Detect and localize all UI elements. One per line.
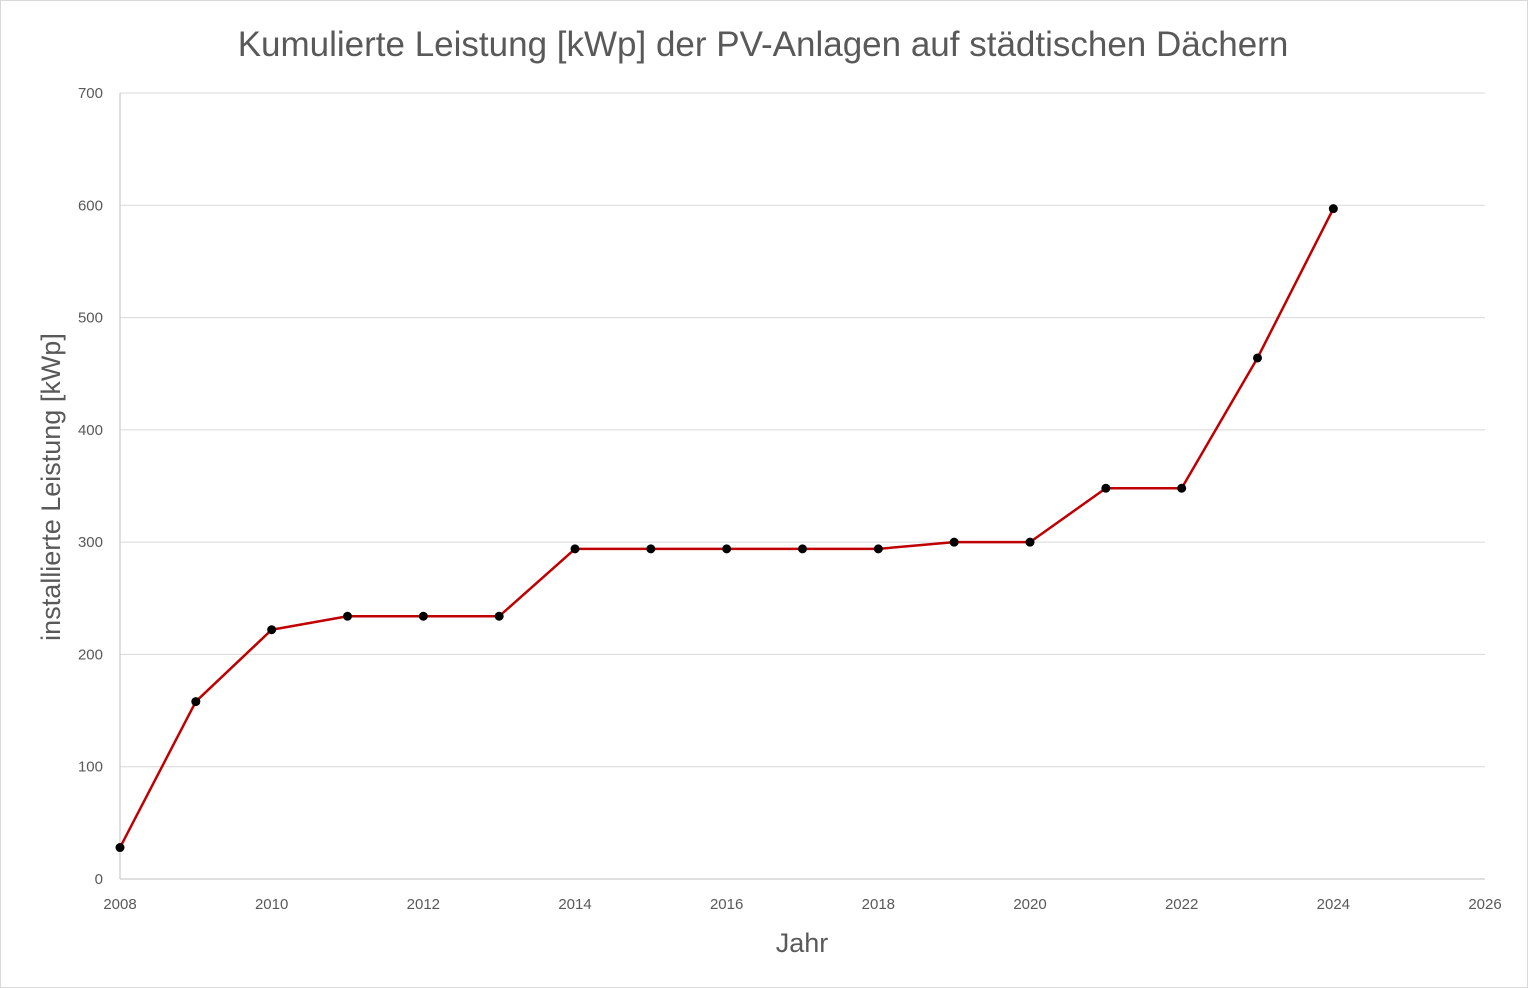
x-tick-label: 2022 bbox=[1165, 896, 1198, 913]
data-point bbox=[949, 537, 959, 547]
data-point bbox=[343, 611, 352, 621]
data-point bbox=[646, 544, 656, 554]
series bbox=[115, 204, 1338, 853]
data-point bbox=[191, 697, 201, 707]
y-tick-label: 100 bbox=[78, 759, 103, 776]
y-tick-label: 400 bbox=[78, 422, 103, 439]
data-point bbox=[1253, 353, 1262, 363]
chart-title: Kumulierte Leistung [kWp] der PV-Anlagen… bbox=[238, 25, 1289, 64]
data-point bbox=[418, 611, 428, 621]
series-line bbox=[118, 208, 1335, 849]
y-axis-label: installierte Leistung [kWp] bbox=[36, 333, 66, 641]
y-tick-label: 500 bbox=[78, 310, 103, 327]
x-tick-labels: 2008 2010 2012 2014 2016 2018 2020 2022 2024 2026 bbox=[103, 896, 1501, 913]
y-tick-label: 0 bbox=[95, 871, 103, 888]
data-point bbox=[570, 544, 580, 554]
x-tick-label: 2018 bbox=[862, 896, 895, 913]
data-point bbox=[1101, 483, 1111, 493]
data-point bbox=[722, 544, 732, 554]
x-tick-label: 2020 bbox=[1013, 896, 1046, 913]
data-point bbox=[267, 625, 277, 635]
gridlines bbox=[119, 92, 1485, 880]
x-tick-label: 2012 bbox=[407, 896, 440, 913]
data-point bbox=[798, 544, 807, 554]
x-axis-label: Jahr bbox=[776, 928, 829, 958]
x-tick-label: 2026 bbox=[1468, 896, 1501, 913]
y-tick-label: 200 bbox=[78, 646, 103, 663]
y-tick-labels: 0 100 200 300 400 500 600 700 bbox=[78, 85, 103, 888]
y-tick-label: 600 bbox=[78, 197, 103, 214]
data-point bbox=[1025, 537, 1035, 547]
data-point bbox=[1177, 483, 1187, 493]
data-point bbox=[494, 611, 504, 621]
y-tick-label: 300 bbox=[78, 534, 103, 551]
y-tick-label: 700 bbox=[78, 85, 103, 102]
x-tick-label: 2024 bbox=[1317, 896, 1350, 913]
x-tick-label: 2014 bbox=[558, 896, 591, 913]
data-point bbox=[873, 544, 883, 554]
data-point bbox=[1328, 204, 1338, 214]
x-tick-label: 2008 bbox=[103, 896, 136, 913]
x-tick-label: 2010 bbox=[255, 896, 288, 913]
x-tick-label: 2016 bbox=[710, 896, 743, 913]
data-point bbox=[115, 843, 125, 853]
